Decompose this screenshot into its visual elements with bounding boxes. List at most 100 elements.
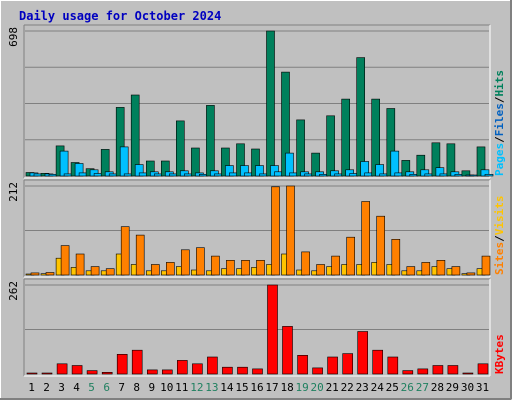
- bar-hits-day-21: [326, 115, 335, 177]
- legend-kbytes: KBytes: [493, 334, 506, 374]
- bar-kbytes-day-4: [71, 365, 83, 375]
- legend-sites: Sites: [493, 242, 506, 275]
- x-tick-label-day-29: 29: [446, 381, 459, 394]
- x-tick-label-day-26: 26: [401, 381, 414, 394]
- bar-kbytes-day-26: [402, 370, 414, 375]
- x-tick-label-day-30: 30: [461, 381, 474, 394]
- x-tick-label-day-13: 13: [205, 381, 218, 394]
- bar-hits-day-19: [296, 119, 305, 177]
- bar-pages-day-21: [334, 173, 343, 177]
- x-tick-label-day-28: 28: [431, 381, 444, 394]
- bar-pages-day-18: [289, 172, 298, 177]
- bar-sites-day-5: [90, 266, 100, 276]
- bar-kbytes-day-21: [327, 356, 338, 375]
- bar-kbytes-day-8: [131, 349, 143, 375]
- bar-kbytes-day-25: [387, 356, 399, 375]
- bar-kbytes-day-11: [177, 360, 188, 375]
- bar-kbytes-day-10: [162, 369, 173, 375]
- bar-sites-day-6: [105, 268, 115, 276]
- bar-pages-day-30: [469, 174, 479, 177]
- bar-kbytes-day-20: [312, 367, 323, 375]
- bar-kbytes-day-16: [252, 368, 263, 375]
- x-tick-label-day-1: 1: [28, 381, 35, 394]
- bar-sites-day-23: [361, 201, 371, 276]
- bar-sites-day-29: [451, 266, 461, 276]
- x-tick-label-day-10: 10: [160, 381, 173, 394]
- legend-visits: Visits: [493, 196, 506, 236]
- bar-kbytes-day-15: [237, 366, 248, 375]
- bar-kbytes-day-22: [342, 353, 354, 375]
- plot-area-bottom: [24, 279, 490, 376]
- bar-hits-day-8: [130, 94, 140, 177]
- bar-sites-day-11: [181, 249, 190, 276]
- bar-pages-day-31: [484, 174, 494, 177]
- bar-kbytes-day-18: [282, 326, 293, 375]
- x-tick-label-day-7: 7: [118, 381, 125, 394]
- bar-sites-day-13: [211, 255, 220, 276]
- bar-sites-day-9: [151, 264, 160, 276]
- bar-sites-day-22: [346, 236, 356, 276]
- x-tick-label-day-12: 12: [190, 381, 203, 394]
- bar-hits-day-23: [356, 57, 366, 177]
- bar-kbytes-day-24: [372, 349, 384, 375]
- bar-hits-day-12: [191, 147, 200, 177]
- x-tick-label-day-4: 4: [73, 381, 80, 394]
- legend-middle: Sites/Visits: [493, 196, 506, 276]
- bar-kbytes-day-1: [26, 372, 38, 375]
- bar-kbytes-day-12: [192, 363, 203, 375]
- bar-sites-day-1: [30, 272, 40, 276]
- bar-kbytes-day-17: [267, 284, 278, 375]
- legend-files: Files: [493, 103, 506, 136]
- bar-sites-day-19: [301, 251, 310, 276]
- bar-files-day-25: [390, 150, 400, 177]
- x-axis-labels: 1 2 3 4 5 6 7 8 9 10 11 12 13 14 15 16 17 18 19 20 21 22 23 24 2…: [28, 381, 489, 394]
- x-tick-label-day-9: 9: [148, 381, 155, 394]
- bar-pages-day-14: [229, 172, 238, 177]
- bar-sites-day-27: [421, 262, 431, 276]
- bar-kbytes-day-7: [116, 353, 128, 375]
- y-axis-max-label: 212: [7, 182, 20, 202]
- legend-top: Pages/Files/Hits: [493, 70, 506, 176]
- y-axis-max-label: 698: [7, 27, 20, 47]
- bar-sites-day-8: [135, 234, 145, 276]
- legend-bottom: KBytes: [493, 334, 506, 374]
- bar-kbytes-day-14: [222, 366, 233, 375]
- bar-pages-day-27: [424, 173, 434, 177]
- bar-sites-day-31: [481, 255, 491, 276]
- bar-kbytes-day-23: [357, 331, 369, 375]
- bar-kbytes-day-19: [297, 354, 308, 375]
- bar-sites-day-14: [226, 259, 235, 276]
- chart-panels: 698Pages/Files/Hits212Sites/Visits262KBy…: [7, 24, 506, 377]
- bar-kbytes-day-31: [477, 363, 489, 375]
- bar-sites-day-21: [331, 255, 340, 276]
- x-tick-label-day-2: 2: [43, 381, 50, 394]
- bar-hits-day-22: [341, 98, 351, 177]
- bar-kbytes-day-27: [417, 368, 429, 375]
- x-tick-label-day-15: 15: [235, 381, 248, 394]
- bar-kbytes-day-2: [41, 372, 53, 375]
- bar-kbytes-day-5: [86, 370, 98, 375]
- bar-sites-day-3: [60, 245, 70, 276]
- x-tick-label-day-20: 20: [310, 381, 323, 394]
- x-tick-label-day-5: 5: [88, 381, 95, 394]
- legend-separator: /: [493, 96, 506, 103]
- bar-pages-day-8: [138, 172, 148, 177]
- bar-kbytes-day-9: [147, 369, 158, 375]
- legend-pages: Pages: [493, 143, 506, 176]
- panel-bottom: 262 KBytes: [7, 278, 506, 377]
- bar-sites-day-17: [271, 186, 280, 276]
- x-tick-label-day-14: 14: [220, 381, 234, 394]
- bar-sites-day-18: [286, 185, 295, 276]
- x-tick-label-day-21: 21: [326, 381, 339, 394]
- bar-kbytes-day-3: [56, 363, 68, 375]
- bar-files-day-18: [285, 152, 294, 177]
- bar-kbytes-day-29: [447, 365, 459, 375]
- bar-sites-day-12: [196, 247, 205, 276]
- x-tick-label-day-23: 23: [356, 381, 369, 394]
- chart-title: Daily usage for October 2024: [19, 9, 221, 23]
- bar-sites-day-10: [166, 262, 175, 276]
- x-tick-label-day-17: 17: [265, 381, 278, 394]
- bar-sites-day-15: [241, 259, 250, 276]
- x-tick-label-day-22: 22: [341, 381, 354, 394]
